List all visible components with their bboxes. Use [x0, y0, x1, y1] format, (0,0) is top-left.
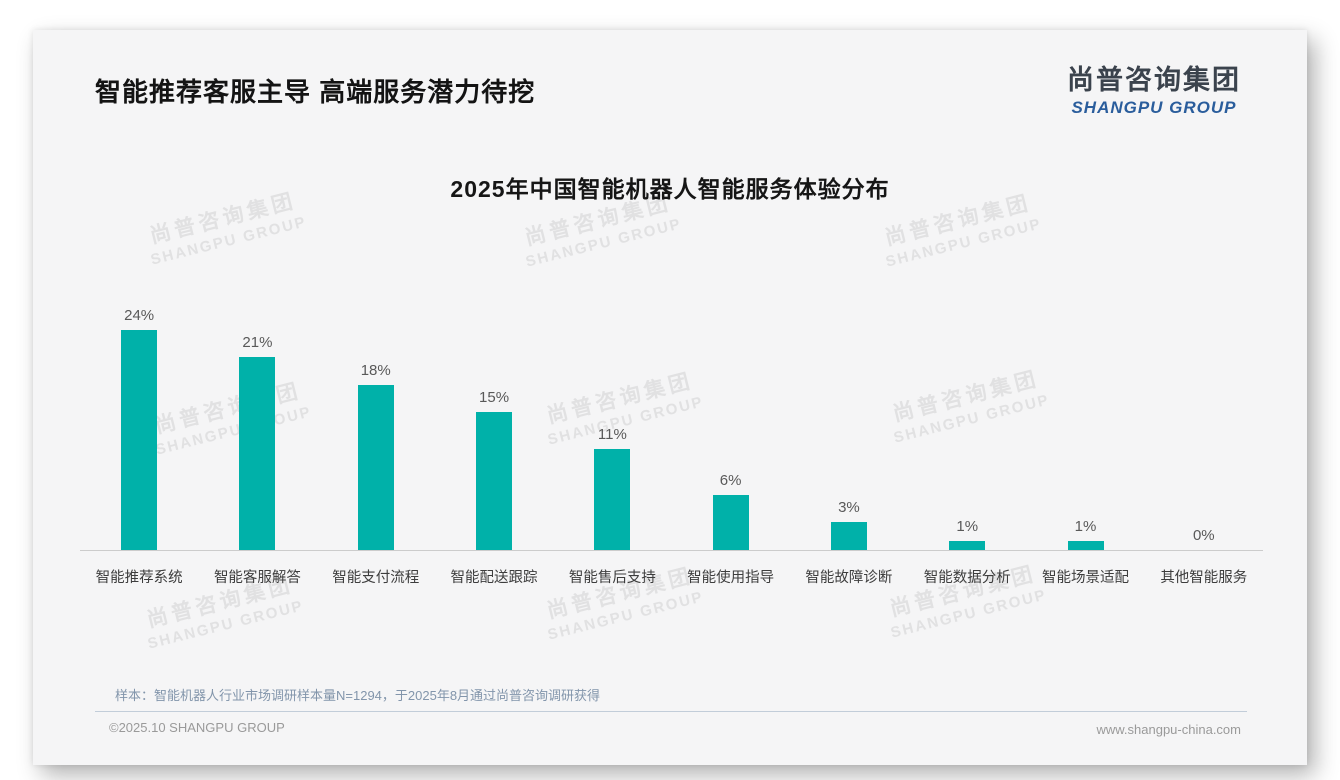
slide-card: 尚普咨询集团 SHANGPU GROUP 尚普咨询集团 SHANGPU GROUP 尚普…: [33, 30, 1307, 765]
bar-value-label: 3%: [838, 499, 860, 516]
bar: [1067, 541, 1104, 550]
logo-chinese-name: 尚普咨询集团: [1067, 65, 1241, 95]
bar: [357, 385, 394, 550]
bar: [476, 412, 513, 550]
bar-value-label: 0%: [1192, 527, 1215, 544]
sample-footnote: 样本：智能机器人行业市场调研样本量N=1294，于2025年8月通过尚普咨询调研…: [115, 688, 601, 703]
bar-slot: 0%: [1145, 299, 1263, 550]
bar: [712, 495, 749, 550]
bar-value-label: 6%: [719, 472, 742, 489]
category-label: 智能故障诊断: [805, 570, 893, 586]
logo-english-name: SHANGPU GROUP: [1071, 98, 1237, 117]
bar-value-label: 15%: [479, 389, 510, 406]
category-label: 智能推荐系统: [95, 570, 183, 586]
bar: [121, 330, 158, 550]
category-label: 智能场景适配: [1042, 570, 1130, 586]
category-label: 其他智能服务: [1160, 570, 1248, 586]
category-label: 智能数据分析: [923, 570, 1011, 586]
category-label: 智能支付流程: [332, 570, 420, 586]
bar-value-label: 1%: [956, 518, 979, 535]
bar-slot: 1%: [908, 299, 1026, 550]
category-label: 智能使用指导: [687, 570, 775, 586]
footer-copyright: ©2025.10 SHANGPU GROUP: [109, 720, 285, 735]
bar: [239, 357, 276, 550]
bar-value-label: 21%: [242, 334, 273, 351]
category-label: 智能售后支持: [568, 570, 656, 586]
bar-slot: 6%: [671, 299, 789, 550]
bar-slot: 3%: [790, 299, 908, 550]
bar-value-label: 1%: [1074, 518, 1097, 535]
company-logo: 尚普咨询集团 SHANGPU GROUP: [1067, 58, 1241, 118]
category-label: 智能客服解答: [213, 570, 301, 586]
bar-slot: 15%: [435, 299, 553, 550]
bar-chart-plot-area: 24% 21% 18% 15% 11% 6% 3% 1% 1% 0%: [80, 299, 1263, 551]
bar-value-label: 18%: [360, 362, 391, 379]
bar-slot: 24%: [80, 299, 198, 550]
page-title: 智能推荐客服主导 高端服务潜力待挖: [95, 77, 536, 107]
bar-slot: 1%: [1026, 299, 1144, 550]
footer-divider: [95, 711, 1247, 712]
bar-slot: 11%: [553, 299, 671, 550]
category-label: 智能配送跟踪: [450, 570, 538, 586]
bar-value-label: 11%: [597, 426, 627, 443]
bar: [594, 449, 631, 550]
chart-title: 2025年中国智能机器人智能服务体验分布: [450, 176, 890, 202]
bar: [830, 522, 867, 550]
category-labels-row: 智能推荐系统 智能客服解答 智能支付流程 智能配送跟踪 智能售后支持 智能使用指导 智能故障…: [80, 566, 1263, 587]
bar: [949, 541, 986, 550]
bar-slot: 21%: [198, 299, 316, 550]
footer-website: www.shangpu-china.com: [1096, 722, 1241, 737]
bar-value-label: 24%: [124, 307, 155, 324]
bar-slot: 18%: [317, 299, 435, 550]
